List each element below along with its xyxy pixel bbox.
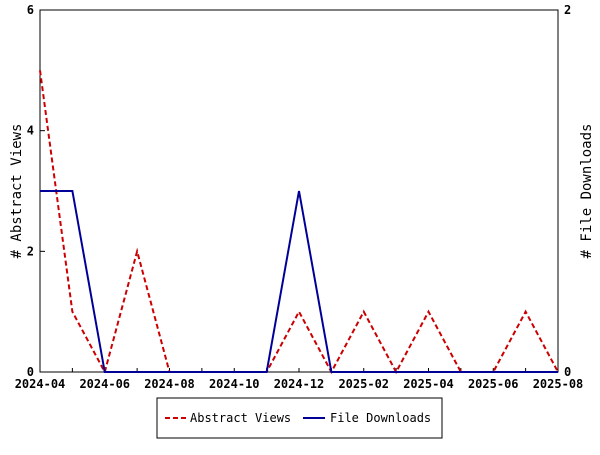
y-right-tick-label: 2 bbox=[564, 3, 571, 17]
labels-group: 0 2 4 6 0 2 2024-04 2024-06 2024-08 2024-10 2024-1… bbox=[9, 3, 595, 391]
x-tick-label: 2025-04 bbox=[403, 377, 454, 391]
series-group bbox=[39, 70, 559, 375]
x-tick-label: 2024-08 bbox=[144, 377, 195, 391]
x-tick-label: 2025-08 bbox=[533, 377, 584, 391]
y-left-tick-label: 2 bbox=[27, 244, 34, 258]
legend: Abstract Views File Downloads bbox=[156, 397, 443, 439]
legend-label: File Downloads bbox=[330, 411, 431, 425]
x-tick-label: 2024-10 bbox=[209, 377, 260, 391]
series-line-abstract-views bbox=[39, 70, 559, 375]
y-left-tick-label: 6 bbox=[27, 3, 34, 17]
y-left-tick-label: 0 bbox=[27, 365, 34, 379]
legend-box bbox=[156, 397, 443, 439]
y-right-tick-label: 0 bbox=[564, 365, 571, 379]
x-tick-label: 2024-04 bbox=[15, 377, 66, 391]
x-tick-label: 2024-12 bbox=[274, 377, 325, 391]
y-right-axis-title: # File Downloads bbox=[579, 124, 595, 259]
y-left-tick-label: 4 bbox=[27, 124, 34, 138]
x-tick-label: 2025-02 bbox=[338, 377, 389, 391]
legend-label: Abstract Views bbox=[190, 411, 291, 425]
series-line-file-downloads bbox=[40, 190, 558, 373]
x-tick-label: 2025-06 bbox=[468, 377, 519, 391]
x-tick-label: 2024-06 bbox=[79, 377, 130, 391]
y-left-axis-title: # Abstract Views bbox=[9, 124, 25, 259]
